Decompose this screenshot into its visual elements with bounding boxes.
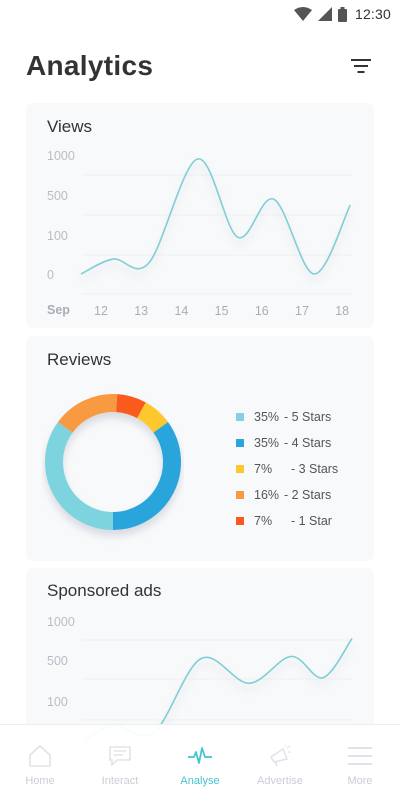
views-y-tick: 0 <box>47 268 54 282</box>
views-x-axis-label: Sep <box>47 303 70 317</box>
reviews-title: Reviews <box>47 350 112 369</box>
nav-label: Analyse <box>180 775 220 787</box>
nav-label: Interact <box>101 775 139 787</box>
legend-item: 7% - 1 Star <box>236 508 338 534</box>
legend-swatch <box>236 413 244 421</box>
ads-y-tick: 1000 <box>47 615 75 629</box>
battery-icon <box>337 6 347 22</box>
nav-label: Home <box>25 775 55 787</box>
donut-slice-4-stars[interactable] <box>112 422 181 530</box>
pulse-icon <box>187 743 213 769</box>
donut-slice-2-stars[interactable] <box>57 394 118 433</box>
wifi-icon <box>293 7 312 21</box>
legend-label: - 3 Stars <box>284 462 339 476</box>
ads-y-tick: 100 <box>47 695 68 709</box>
legend-item: 35% - 5 Stars <box>236 404 338 430</box>
donut-slice-5-stars[interactable] <box>45 422 114 530</box>
views-y-tick: 1000 <box>47 149 75 163</box>
chat-icon <box>107 743 133 769</box>
legend-label: - 2 Stars <box>284 488 332 502</box>
views-x-tick: 17 <box>295 304 309 318</box>
filter-button[interactable] <box>348 53 374 79</box>
home-icon <box>27 743 53 769</box>
reviews-legend: 35% - 5 Stars 35% - 4 Stars 7% - 3 Stars 16% -… <box>236 404 338 534</box>
views-x-tick: 12 <box>94 304 108 318</box>
legend-label: - 4 Stars <box>284 436 332 450</box>
sponsored-ads-title: Sponsored ads <box>47 581 162 600</box>
legend-percent: 16% <box>254 488 280 502</box>
bottom-navigation: Home Interact Analyse Advertise More <box>0 724 400 800</box>
menu-icon <box>347 743 373 769</box>
views-y-tick: 500 <box>47 189 68 203</box>
nav-item-more[interactable]: More <box>320 725 400 800</box>
legend-swatch <box>236 439 244 447</box>
legend-item: 35% - 4 Stars <box>236 430 338 456</box>
views-x-tick: 16 <box>255 304 269 318</box>
nav-item-analyse[interactable]: Analyse <box>160 725 240 800</box>
views-x-tick: 15 <box>215 304 229 318</box>
ads-y-tick: 500 <box>47 654 68 668</box>
legend-percent: 35% <box>254 410 280 424</box>
megaphone-icon <box>267 743 293 769</box>
legend-percent: 35% <box>254 436 280 450</box>
legend-label: - 5 Stars <box>284 410 332 424</box>
views-x-tick: 14 <box>174 304 188 318</box>
donut-slice-3-stars[interactable] <box>136 402 169 433</box>
header: Analytics <box>26 46 374 86</box>
legend-swatch <box>236 465 244 473</box>
nav-item-advertise[interactable]: Advertise <box>240 725 320 800</box>
views-x-tick: 13 <box>134 304 148 318</box>
nav-label: More <box>347 775 373 787</box>
nav-item-home[interactable]: Home <box>0 725 80 800</box>
donut-slice-1-star[interactable] <box>115 394 146 419</box>
legend-item: 16% - 2 Stars <box>236 482 338 508</box>
page-title: Analytics <box>26 50 154 81</box>
views-y-tick: 100 <box>47 229 68 243</box>
legend-percent: 7% <box>254 462 273 476</box>
sponsored-ads-chart: 1000 500 100 <box>47 615 353 742</box>
nav-item-interact[interactable]: Interact <box>80 725 160 800</box>
legend-label: - 1 Star <box>284 514 332 528</box>
legend-swatch <box>236 491 244 499</box>
legend-item: 7% - 3 Stars <box>236 456 338 482</box>
views-line <box>80 158 351 275</box>
cell-signal-icon <box>317 7 332 21</box>
sponsored-ads-card[interactable]: Sponsored ads 1000 500 100 <box>26 568 374 748</box>
filter-icon <box>351 59 371 73</box>
legend-swatch <box>236 517 244 525</box>
nav-label: Advertise <box>257 775 303 787</box>
views-title: Views <box>47 117 93 136</box>
reviews-donut-chart <box>45 394 181 530</box>
status-time: 12:30 <box>354 6 391 22</box>
status-bar: 12:30 <box>0 0 400 28</box>
legend-percent: 7% <box>254 514 273 528</box>
views-x-tick: 18 <box>335 304 349 318</box>
reviews-card[interactable]: Reviews 35% - 5 Stars 35% - 4 Stars 7% - 3 S… <box>26 336 374 561</box>
views-card[interactable]: Views 1000 500 100 0 Sep 12 13 14 15 16 17 18 <box>26 103 374 328</box>
